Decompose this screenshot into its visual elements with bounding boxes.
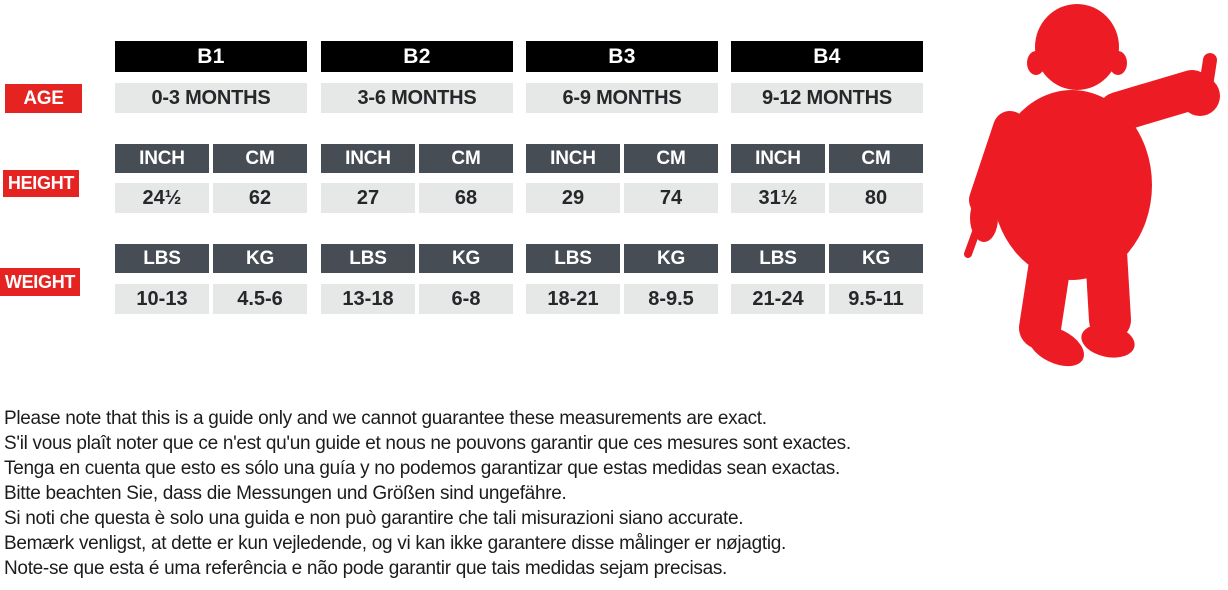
height-cm-value: 74: [624, 183, 718, 213]
note-line-fr: S'il vous plaît noter que ce n'est qu'un…: [4, 433, 851, 454]
height-cm-value: 80: [829, 183, 923, 213]
height-inch-value: 27: [321, 183, 415, 213]
height-inch-value: 24½: [115, 183, 209, 213]
weight-kg-value: 4.5-6: [213, 284, 307, 314]
weight-lbs-value: 10-13: [115, 284, 209, 314]
cm-unit-header: CM: [213, 144, 307, 173]
size-code-header: B4: [731, 41, 923, 72]
size-code-header: B3: [526, 41, 718, 72]
height-cm-value: 68: [419, 183, 513, 213]
age-value: 6-9 MONTHS: [526, 83, 718, 113]
kg-unit-header: KG: [213, 244, 307, 273]
inch-unit-header: INCH: [731, 144, 825, 173]
size-code-header: B1: [115, 41, 307, 72]
note-line-it: Si noti che questa è solo una guida e no…: [4, 508, 744, 529]
weight-kg-value: 8-9.5: [624, 284, 718, 314]
weight-lbs-value: 13-18: [321, 284, 415, 314]
age-value: 3-6 MONTHS: [321, 83, 513, 113]
height-inch-value: 29: [526, 183, 620, 213]
age-row-label: AGE: [5, 84, 82, 113]
height-cm-value: 62: [213, 183, 307, 213]
height-row-label: HEIGHT: [3, 170, 79, 197]
inch-unit-header: INCH: [526, 144, 620, 173]
lbs-unit-header: LBS: [526, 244, 620, 273]
weight-kg-value: 6-8: [419, 284, 513, 314]
note-line-pt: Note-se que esta é uma referência e não …: [4, 558, 728, 579]
age-value: 0-3 MONTHS: [115, 83, 307, 113]
weight-lbs-value: 21-24: [731, 284, 825, 314]
size-column-b2: B2 3-6 MONTHS INCH CM 27 68 LBS KG 13-18…: [321, 0, 513, 330]
inch-unit-header: INCH: [115, 144, 209, 173]
cm-unit-header: CM: [624, 144, 718, 173]
size-column-b1: B1 0-3 MONTHS INCH CM 24½ 62 LBS KG 10-1…: [115, 0, 307, 330]
size-column-b4: B4 9-12 MONTHS INCH CM 31½ 80 LBS KG 21-…: [731, 0, 923, 330]
lbs-unit-header: LBS: [731, 244, 825, 273]
inch-unit-header: INCH: [321, 144, 415, 173]
weight-kg-value: 9.5-11: [829, 284, 923, 314]
kg-unit-header: KG: [419, 244, 513, 273]
weight-lbs-value: 18-21: [526, 284, 620, 314]
size-code-header: B2: [321, 41, 513, 72]
size-column-b3: B3 6-9 MONTHS INCH CM 29 74 LBS KG 18-21…: [526, 0, 718, 330]
cm-unit-header: CM: [419, 144, 513, 173]
note-line-de: Bitte beachten Sie, dass die Messungen u…: [4, 483, 567, 504]
note-line-en: Please note that this is a guide only an…: [4, 408, 767, 429]
baby-silhouette-icon: [960, 0, 1228, 390]
note-line-es: Tenga en cuenta que esto es sólo una guí…: [4, 458, 840, 479]
disclaimer-notes: Please note that this is a guide only an…: [4, 406, 964, 581]
weight-row-label: WEIGHT: [0, 268, 80, 296]
kg-unit-header: KG: [829, 244, 923, 273]
lbs-unit-header: LBS: [321, 244, 415, 273]
height-inch-value: 31½: [731, 183, 825, 213]
cm-unit-header: CM: [829, 144, 923, 173]
kg-unit-header: KG: [624, 244, 718, 273]
lbs-unit-header: LBS: [115, 244, 209, 273]
age-value: 9-12 MONTHS: [731, 83, 923, 113]
note-line-da: Bemærk venligst, at dette er kun vejlede…: [4, 533, 786, 554]
